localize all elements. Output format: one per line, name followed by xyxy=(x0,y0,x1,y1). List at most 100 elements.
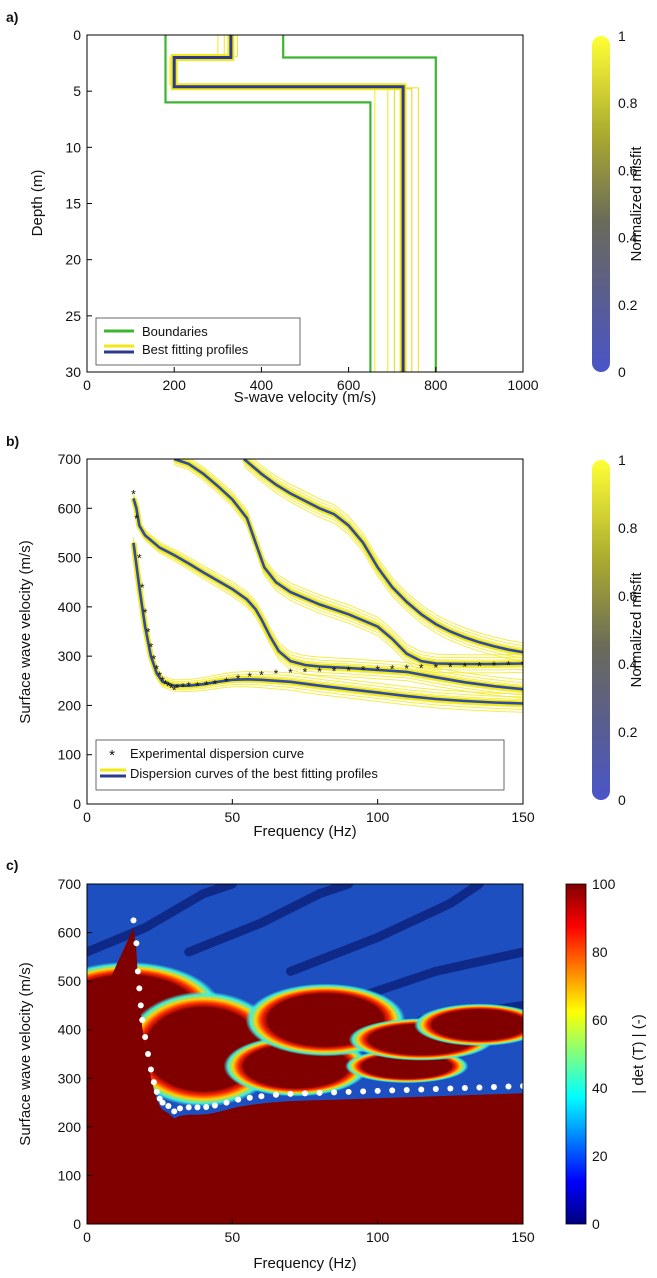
experimental-point: * xyxy=(204,679,209,693)
heatmap-experimental-point xyxy=(345,1088,352,1095)
experimental-point: * xyxy=(152,653,157,667)
panel-a-legend-box xyxy=(95,317,301,366)
experimental-point: * xyxy=(163,677,168,691)
experimental-point: * xyxy=(160,674,165,688)
panel-b-y-tick-label: 600 xyxy=(58,500,82,516)
panel-a-y-axis-label: Depth (m) xyxy=(29,170,46,237)
panel-b-y-tick-label: 400 xyxy=(58,599,82,615)
best-mode-line xyxy=(173,459,523,666)
heatmap-experimental-point xyxy=(185,1104,192,1111)
panel-b-legend-box xyxy=(95,739,505,791)
panel-c-colorbar-tick-label: 40 xyxy=(592,1080,608,1096)
boundary-line xyxy=(164,35,372,372)
panel-c-axes-frame xyxy=(86,883,524,1225)
panel-a-colorbar-tick-label: 0.4 xyxy=(618,230,638,246)
panel-c-letter: c) xyxy=(6,857,18,873)
experimental-point: * xyxy=(463,660,468,674)
misfit-dispersion-line xyxy=(184,459,523,659)
heatmap-experimental-point xyxy=(203,1103,210,1110)
panel-a-colorbar-gradient xyxy=(592,36,610,372)
panel-b-dispersion-curves: b) **************** * * * * * * * * * * * * * * * * * * * * *… xyxy=(6,433,645,840)
heatmap-experimental-point xyxy=(360,1088,367,1095)
heatmap-experimental-point xyxy=(145,1051,152,1057)
heatmap-experimental-point xyxy=(374,1087,381,1094)
heatmap-experimental-point xyxy=(159,1099,166,1106)
experimental-point: * xyxy=(390,662,395,676)
panel-c-y-tick-label: 700 xyxy=(58,876,82,892)
experimental-point: * xyxy=(181,681,186,695)
panel-a-x-tick-label: 600 xyxy=(337,377,361,393)
panel-c-y-tick-label: 600 xyxy=(58,925,82,941)
panel-a-y-tick-label: 15 xyxy=(65,196,81,212)
experimental-point: * xyxy=(492,659,497,673)
misfit-dispersion-line xyxy=(189,459,523,656)
panel-a-colorbar-tick-label: 0 xyxy=(618,364,626,380)
panel-b-colorbar-tick-label: 0.8 xyxy=(618,520,638,536)
heatmap-experimental-point xyxy=(133,940,140,947)
panel-a-x-tick-label: 400 xyxy=(250,377,274,393)
best-profile-line xyxy=(172,35,405,372)
experimental-point: * xyxy=(288,666,293,680)
experimental-point: * xyxy=(274,667,279,681)
best-mode-line xyxy=(132,542,523,705)
panel-a-plot-area xyxy=(87,35,523,372)
panel-b-x-tick-label: 50 xyxy=(225,809,241,825)
heatmap-trough xyxy=(344,947,523,1006)
heatmap-experimental-point xyxy=(302,1090,308,1097)
experimental-point: * xyxy=(236,672,241,686)
experimental-legend-marker: * xyxy=(109,747,115,764)
panel-b-colorbar: 0 0.2 0.4 0.6 0.8 1 Normalized misfit xyxy=(592,452,645,808)
panel-c-y-tick-label: 0 xyxy=(73,1216,81,1232)
panel-b-x-tick-label: 150 xyxy=(511,809,535,825)
panel-a-x-tick-label: 1000 xyxy=(507,377,538,393)
heatmap-experimental-point xyxy=(287,1090,294,1097)
experimental-point: * xyxy=(172,684,177,698)
panel-a-y-tick-label: 20 xyxy=(65,252,81,268)
heatmap-experimental-point xyxy=(461,1085,468,1091)
panel-b-y-tick-label: 700 xyxy=(58,451,82,467)
panel-b-y-tick-label: 500 xyxy=(58,550,82,566)
panel-b-letter: b) xyxy=(6,433,19,449)
experimental-point: * xyxy=(506,659,511,673)
heatmap-experimental-point xyxy=(165,1102,172,1109)
panel-b-colorbar-tick-label: 0 xyxy=(618,792,626,808)
experimental-point: * xyxy=(317,665,322,679)
experimental-point: * xyxy=(477,660,482,674)
misfit-dispersion-line xyxy=(174,462,523,671)
experimental-point: * xyxy=(143,606,148,620)
panel-b-x-tick-label: 0 xyxy=(83,809,91,825)
heatmap-experimental-point xyxy=(418,1086,425,1093)
heatmap-experimental-point xyxy=(235,1096,242,1103)
heatmap-experimental-point xyxy=(505,1083,512,1090)
panel-a-x-tick-label: 800 xyxy=(424,377,448,393)
heatmap-red-region xyxy=(87,927,523,1224)
best-mode-line xyxy=(132,498,523,691)
panel-a-colorbar-tick-label: 1 xyxy=(618,28,626,44)
heatmap-experimental-point xyxy=(171,1108,178,1115)
experimental-point: * xyxy=(448,660,453,674)
panel-a-colorbar-label: Normalized misfit xyxy=(628,146,645,262)
panel-b-legend: * Experimental dispersion curve Dispersi… xyxy=(95,739,505,791)
heatmap-experimental-point xyxy=(476,1084,483,1091)
experimental-point: * xyxy=(157,669,162,683)
panel-a-legend-label-1: Best fitting profiles xyxy=(142,342,249,357)
experimental-point: * xyxy=(169,682,174,696)
panel-b-y-tick-label: 200 xyxy=(58,697,82,713)
panel-a-x-tick-label: 0 xyxy=(83,377,91,393)
misfit-dispersion-line xyxy=(133,502,523,699)
panel-a-x-tick-label: 200 xyxy=(163,377,187,393)
heatmap-experimental-point xyxy=(153,1088,160,1095)
heatmap-experimental-point xyxy=(272,1091,279,1098)
panel-c-colorbar-gradient xyxy=(565,883,587,1225)
heatmap-experimental-point xyxy=(194,1104,201,1111)
panel-b-y-tick-label: 300 xyxy=(58,648,82,664)
misfit-dispersion-line xyxy=(249,459,523,647)
panel-c-y-ticks: 0 100 200 300 400 500 600 700 xyxy=(58,876,92,1232)
panel-b-y-tick-label: 100 xyxy=(58,747,82,763)
heatmap-experimental-point xyxy=(432,1085,439,1092)
heatmap-experimental-points xyxy=(130,917,523,1115)
experimental-point: * xyxy=(224,675,229,689)
panel-c-colorbar: 0 20 40 60 80 100 | det (T) | (-) xyxy=(565,876,647,1232)
